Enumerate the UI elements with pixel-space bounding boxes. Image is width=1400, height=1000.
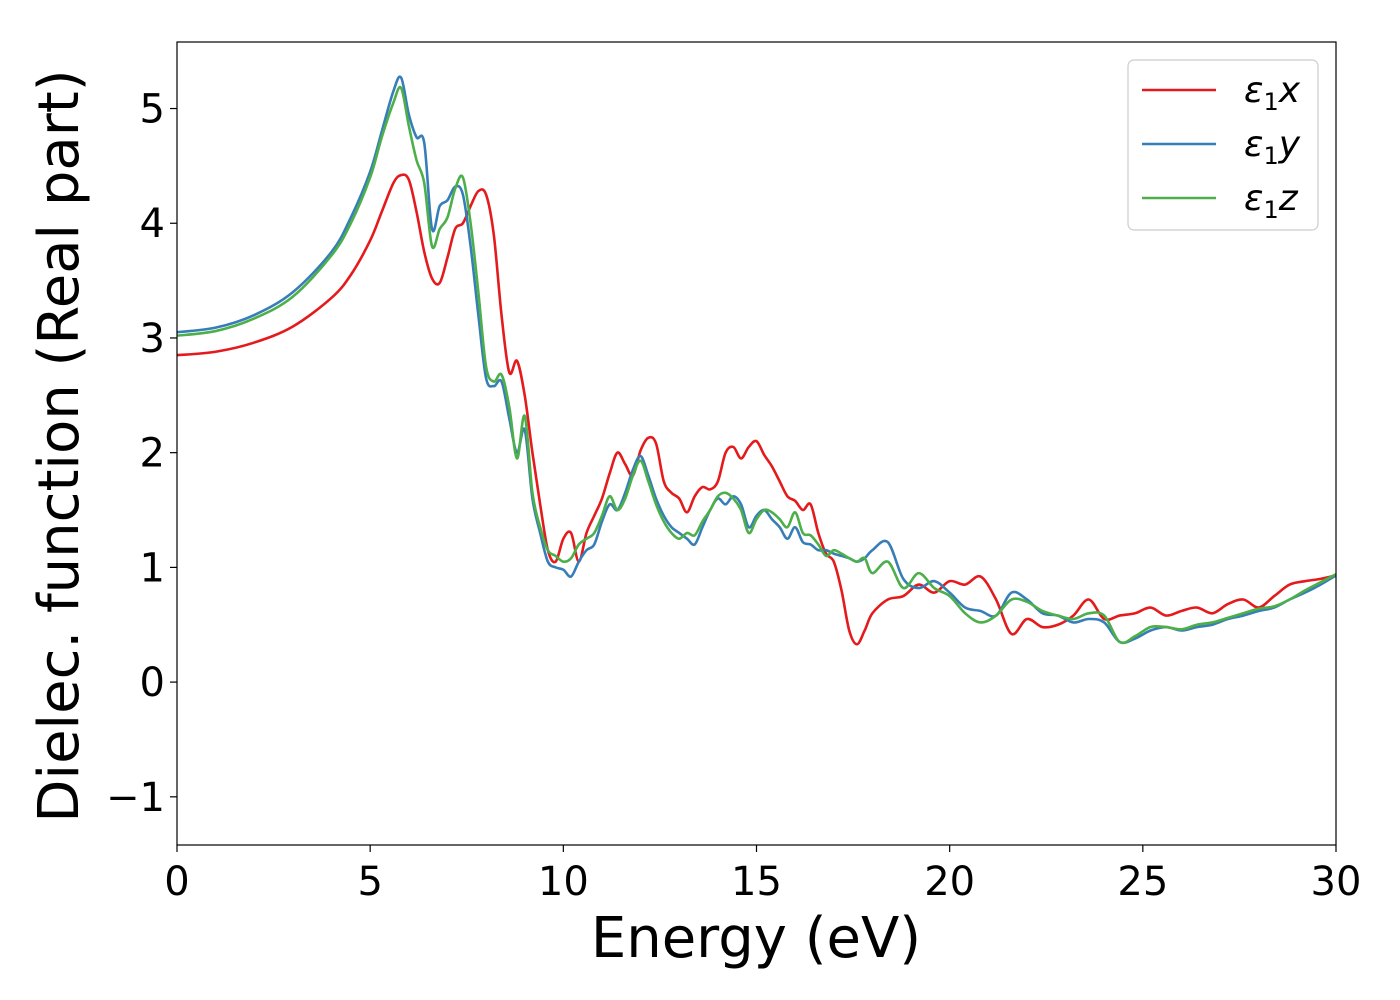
legend-label-base: ε: [1244, 124, 1263, 165]
legend-label-suffix: x: [1278, 70, 1301, 111]
legend-label-suffix: y: [1278, 124, 1301, 165]
legend-frame: [1127, 59, 1319, 231]
legend-label-base: ε: [1244, 70, 1263, 111]
series-line-z: [176, 85, 1337, 645]
legend-label-subscript: 1: [1263, 88, 1278, 116]
y-tick-label: 0: [140, 660, 165, 706]
x-tick-label: 20: [924, 859, 975, 905]
series-lines: [176, 75, 1337, 646]
y-tick-label: 3: [140, 316, 165, 362]
y-tick-label: 1: [140, 545, 165, 591]
x-tick-label: 15: [731, 859, 782, 905]
y-tick-label: −1: [106, 775, 165, 821]
legend-label-z: ε1z: [1244, 178, 1299, 224]
x-tick-label: 10: [538, 859, 589, 905]
legend-label-suffix: z: [1278, 178, 1299, 219]
x-axis-ticks: 0 5 10 15 20 25 30: [164, 845, 1361, 905]
x-tick-label: 0: [164, 859, 189, 905]
legend-label-base: ε: [1244, 178, 1263, 219]
legend-label-subscript: 1: [1263, 142, 1278, 170]
y-axis-label: Dielec. function (Real part): [27, 69, 92, 822]
x-axis-label: Energy (eV): [591, 906, 921, 971]
legend-label-subscript: 1: [1263, 196, 1278, 224]
y-tick-label: 2: [140, 431, 165, 477]
y-axis-ticks: −1 0 1 2 3 4 5: [106, 87, 177, 821]
x-tick-label: 25: [1117, 859, 1168, 905]
y-tick-label: 4: [140, 201, 165, 247]
x-tick-label: 5: [357, 859, 382, 905]
legend-label-x: ε1x: [1244, 70, 1301, 116]
y-tick-label: 5: [140, 87, 165, 133]
series-line-x: [176, 173, 1337, 646]
x-tick-label: 30: [1311, 859, 1362, 905]
legend-label-y: ε1y: [1244, 124, 1301, 170]
